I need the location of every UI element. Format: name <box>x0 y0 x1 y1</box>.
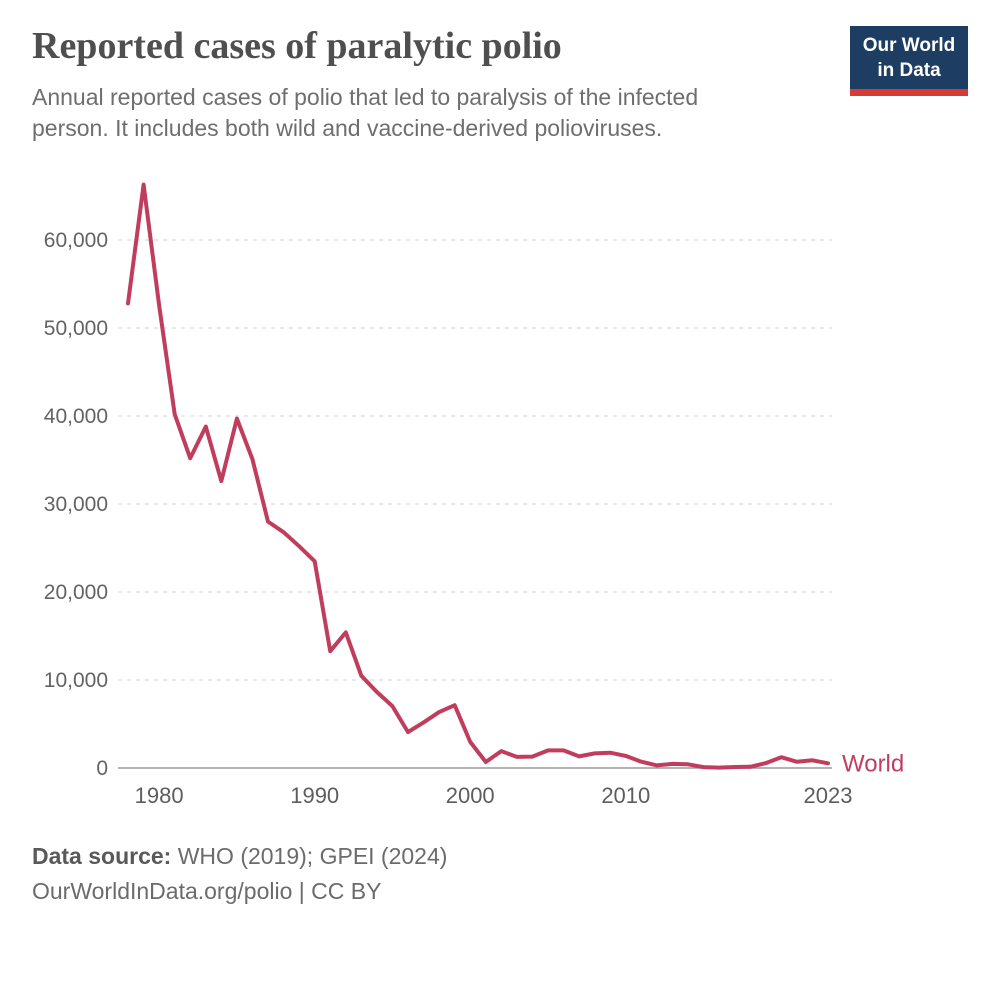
y-tick-label: 50,000 <box>44 317 108 340</box>
header: Reported cases of paralytic polio Annual… <box>32 24 968 144</box>
owid-logo: Our World in Data <box>850 26 968 97</box>
y-tick-label: 0 <box>96 757 108 780</box>
logo-line2: in Data <box>877 59 941 81</box>
y-tick-label: 10,000 <box>44 669 108 692</box>
y-tick-label: 20,000 <box>44 581 108 604</box>
chart-area: 0 10,000 20,000 30,000 40,000 50,000 60,000 198… <box>32 175 968 825</box>
x-tick-label: 1980 <box>135 783 184 808</box>
series-end-label: World <box>842 750 904 777</box>
x-tick-label: 2023 <box>804 783 853 808</box>
chart-subtitle: Annual reported cases of polio that led … <box>32 83 699 141</box>
x-tick-label: 2000 <box>446 783 495 808</box>
title-block: Reported cases of paralytic polio Annual… <box>32 24 712 144</box>
data-source-label: Data source: <box>32 842 172 869</box>
data-source-text: WHO (2019); GPEI (2024) <box>177 842 448 869</box>
logo-line1: Our World <box>862 35 956 56</box>
y-tick-label: 40,000 <box>44 405 108 428</box>
footer: Data source: WHO (2019); GPEI (2024) Our… <box>32 839 968 910</box>
x-tick-label: 2010 <box>601 783 650 808</box>
logo-stripe <box>850 89 968 97</box>
footer-link: OurWorldInData.org/polio | CC BY <box>32 878 382 905</box>
page-title: Reported cases of paralytic polio <box>32 25 562 67</box>
world-series-line <box>126 182 830 770</box>
line-chart: 0 10,000 20,000 30,000 40,000 50,000 60,000 198… <box>44 182 904 808</box>
y-tick-label: 60,000 <box>44 229 108 252</box>
data-source-line: Data source: WHO (2019); GPEI (2024) <box>32 839 968 875</box>
x-tick-label: 1990 <box>290 783 339 808</box>
y-tick-label: 30,000 <box>44 493 108 516</box>
